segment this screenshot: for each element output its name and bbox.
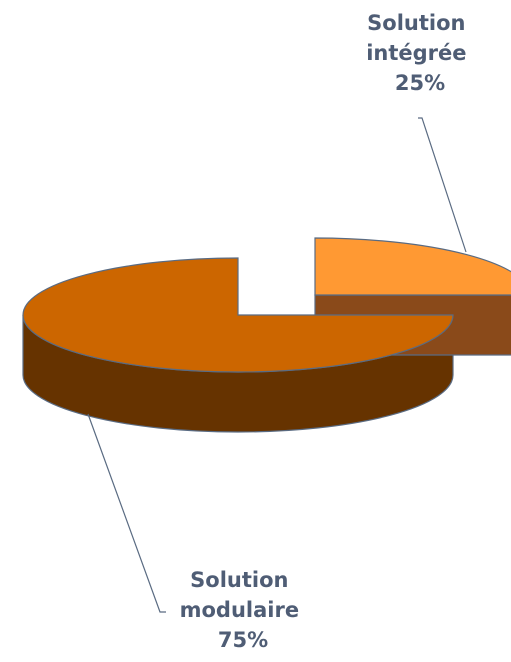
label-modulaire-line-1: Solution xyxy=(190,568,288,592)
label-integree: Solution intégrée 25% xyxy=(366,11,474,95)
leader-line-integree xyxy=(418,117,467,253)
label-modulaire-value: 75% xyxy=(218,628,268,652)
slice-top-modulaire xyxy=(22,257,454,373)
leader-lines xyxy=(87,117,467,613)
label-modulaire-line-2: modulaire xyxy=(180,598,299,622)
label-integree-line-1: Solution xyxy=(367,11,465,35)
slice-top-integree xyxy=(314,237,511,296)
leader-line-modulaire xyxy=(87,413,166,613)
label-integree-value: 25% xyxy=(395,71,445,95)
slice-tops xyxy=(22,237,511,373)
label-modulaire: Solution modulaire 75% xyxy=(180,568,307,652)
label-integree-line-2: intégrée xyxy=(366,41,466,65)
